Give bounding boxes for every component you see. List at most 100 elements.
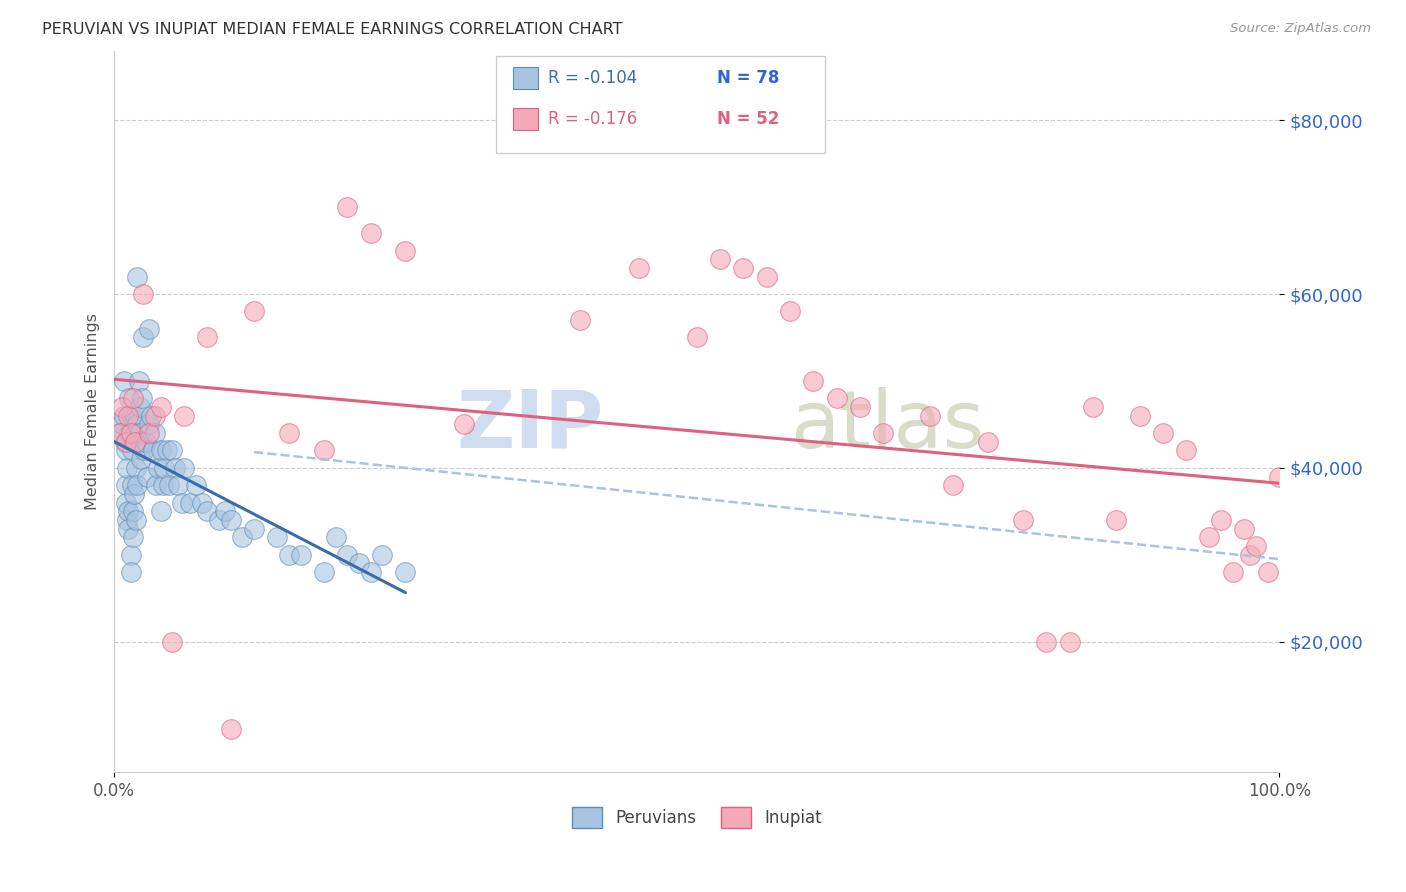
Point bbox=[120, 565, 142, 579]
Point bbox=[627, 260, 650, 275]
Point bbox=[115, 461, 138, 475]
Point bbox=[127, 417, 149, 432]
Point bbox=[1059, 634, 1081, 648]
Point bbox=[124, 434, 146, 449]
Point bbox=[143, 409, 166, 423]
Point bbox=[371, 548, 394, 562]
Point bbox=[347, 557, 370, 571]
Point bbox=[278, 548, 301, 562]
Point bbox=[872, 426, 894, 441]
Point bbox=[173, 409, 195, 423]
Point bbox=[129, 452, 152, 467]
Text: atlas: atlas bbox=[790, 387, 984, 465]
Point bbox=[755, 269, 778, 284]
Point bbox=[138, 426, 160, 441]
Point bbox=[243, 304, 266, 318]
Point bbox=[801, 374, 824, 388]
Point bbox=[167, 478, 190, 492]
Point bbox=[145, 478, 167, 492]
Point bbox=[1268, 469, 1291, 483]
Point bbox=[173, 461, 195, 475]
Text: N = 78: N = 78 bbox=[717, 69, 779, 87]
Point bbox=[115, 495, 138, 509]
Point bbox=[918, 409, 941, 423]
Point bbox=[231, 530, 253, 544]
Point bbox=[290, 548, 312, 562]
Point bbox=[138, 417, 160, 432]
Point bbox=[709, 252, 731, 267]
Point bbox=[115, 478, 138, 492]
Point bbox=[128, 374, 150, 388]
Point bbox=[197, 330, 219, 344]
Legend: Peruvians, Inupiat: Peruvians, Inupiat bbox=[564, 799, 831, 836]
Point bbox=[122, 487, 145, 501]
Point bbox=[114, 434, 136, 449]
Point bbox=[312, 565, 335, 579]
Point bbox=[153, 461, 176, 475]
Text: N = 52: N = 52 bbox=[717, 110, 779, 128]
Point bbox=[1129, 409, 1152, 423]
Point bbox=[779, 304, 801, 318]
Point bbox=[111, 417, 134, 432]
Point bbox=[266, 530, 288, 544]
Point bbox=[112, 374, 135, 388]
Point bbox=[686, 330, 709, 344]
Point bbox=[127, 478, 149, 492]
Point bbox=[128, 426, 150, 441]
Point bbox=[453, 417, 475, 432]
Point bbox=[132, 287, 155, 301]
Point bbox=[325, 530, 347, 544]
Point bbox=[179, 495, 201, 509]
Text: Source: ZipAtlas.com: Source: ZipAtlas.com bbox=[1230, 22, 1371, 36]
Point bbox=[120, 548, 142, 562]
Text: ZIP: ZIP bbox=[457, 387, 603, 465]
Point bbox=[117, 504, 139, 518]
Point bbox=[121, 478, 143, 492]
Point bbox=[112, 409, 135, 423]
Point bbox=[733, 260, 755, 275]
Point bbox=[124, 426, 146, 441]
Point bbox=[214, 504, 236, 518]
Point bbox=[149, 443, 172, 458]
Point bbox=[128, 434, 150, 449]
Point bbox=[117, 522, 139, 536]
Point bbox=[1081, 400, 1104, 414]
Point bbox=[125, 513, 148, 527]
Point bbox=[149, 400, 172, 414]
Point bbox=[190, 495, 212, 509]
Point bbox=[122, 434, 145, 449]
Point bbox=[278, 426, 301, 441]
Text: R = -0.176: R = -0.176 bbox=[548, 110, 637, 128]
Point bbox=[1244, 539, 1267, 553]
Point bbox=[394, 244, 416, 258]
Point bbox=[1175, 443, 1198, 458]
Point bbox=[1233, 522, 1256, 536]
Point bbox=[108, 426, 131, 441]
Point bbox=[219, 722, 242, 736]
Point bbox=[138, 322, 160, 336]
Point bbox=[1211, 513, 1233, 527]
Point bbox=[977, 434, 1000, 449]
Point bbox=[312, 443, 335, 458]
Point bbox=[184, 478, 207, 492]
Point bbox=[121, 530, 143, 544]
Point bbox=[131, 392, 153, 406]
Point bbox=[143, 426, 166, 441]
Point bbox=[1012, 513, 1035, 527]
Point bbox=[162, 443, 184, 458]
Point bbox=[394, 565, 416, 579]
Point bbox=[108, 426, 131, 441]
Point bbox=[134, 443, 156, 458]
Point bbox=[152, 478, 174, 492]
Point bbox=[336, 200, 359, 214]
Point bbox=[135, 469, 157, 483]
Point bbox=[1239, 548, 1261, 562]
Text: R = -0.104: R = -0.104 bbox=[548, 69, 637, 87]
Point bbox=[131, 434, 153, 449]
Point bbox=[219, 513, 242, 527]
Point bbox=[360, 226, 382, 240]
Point bbox=[1198, 530, 1220, 544]
Point bbox=[135, 434, 157, 449]
Point bbox=[825, 392, 848, 406]
Point bbox=[132, 330, 155, 344]
